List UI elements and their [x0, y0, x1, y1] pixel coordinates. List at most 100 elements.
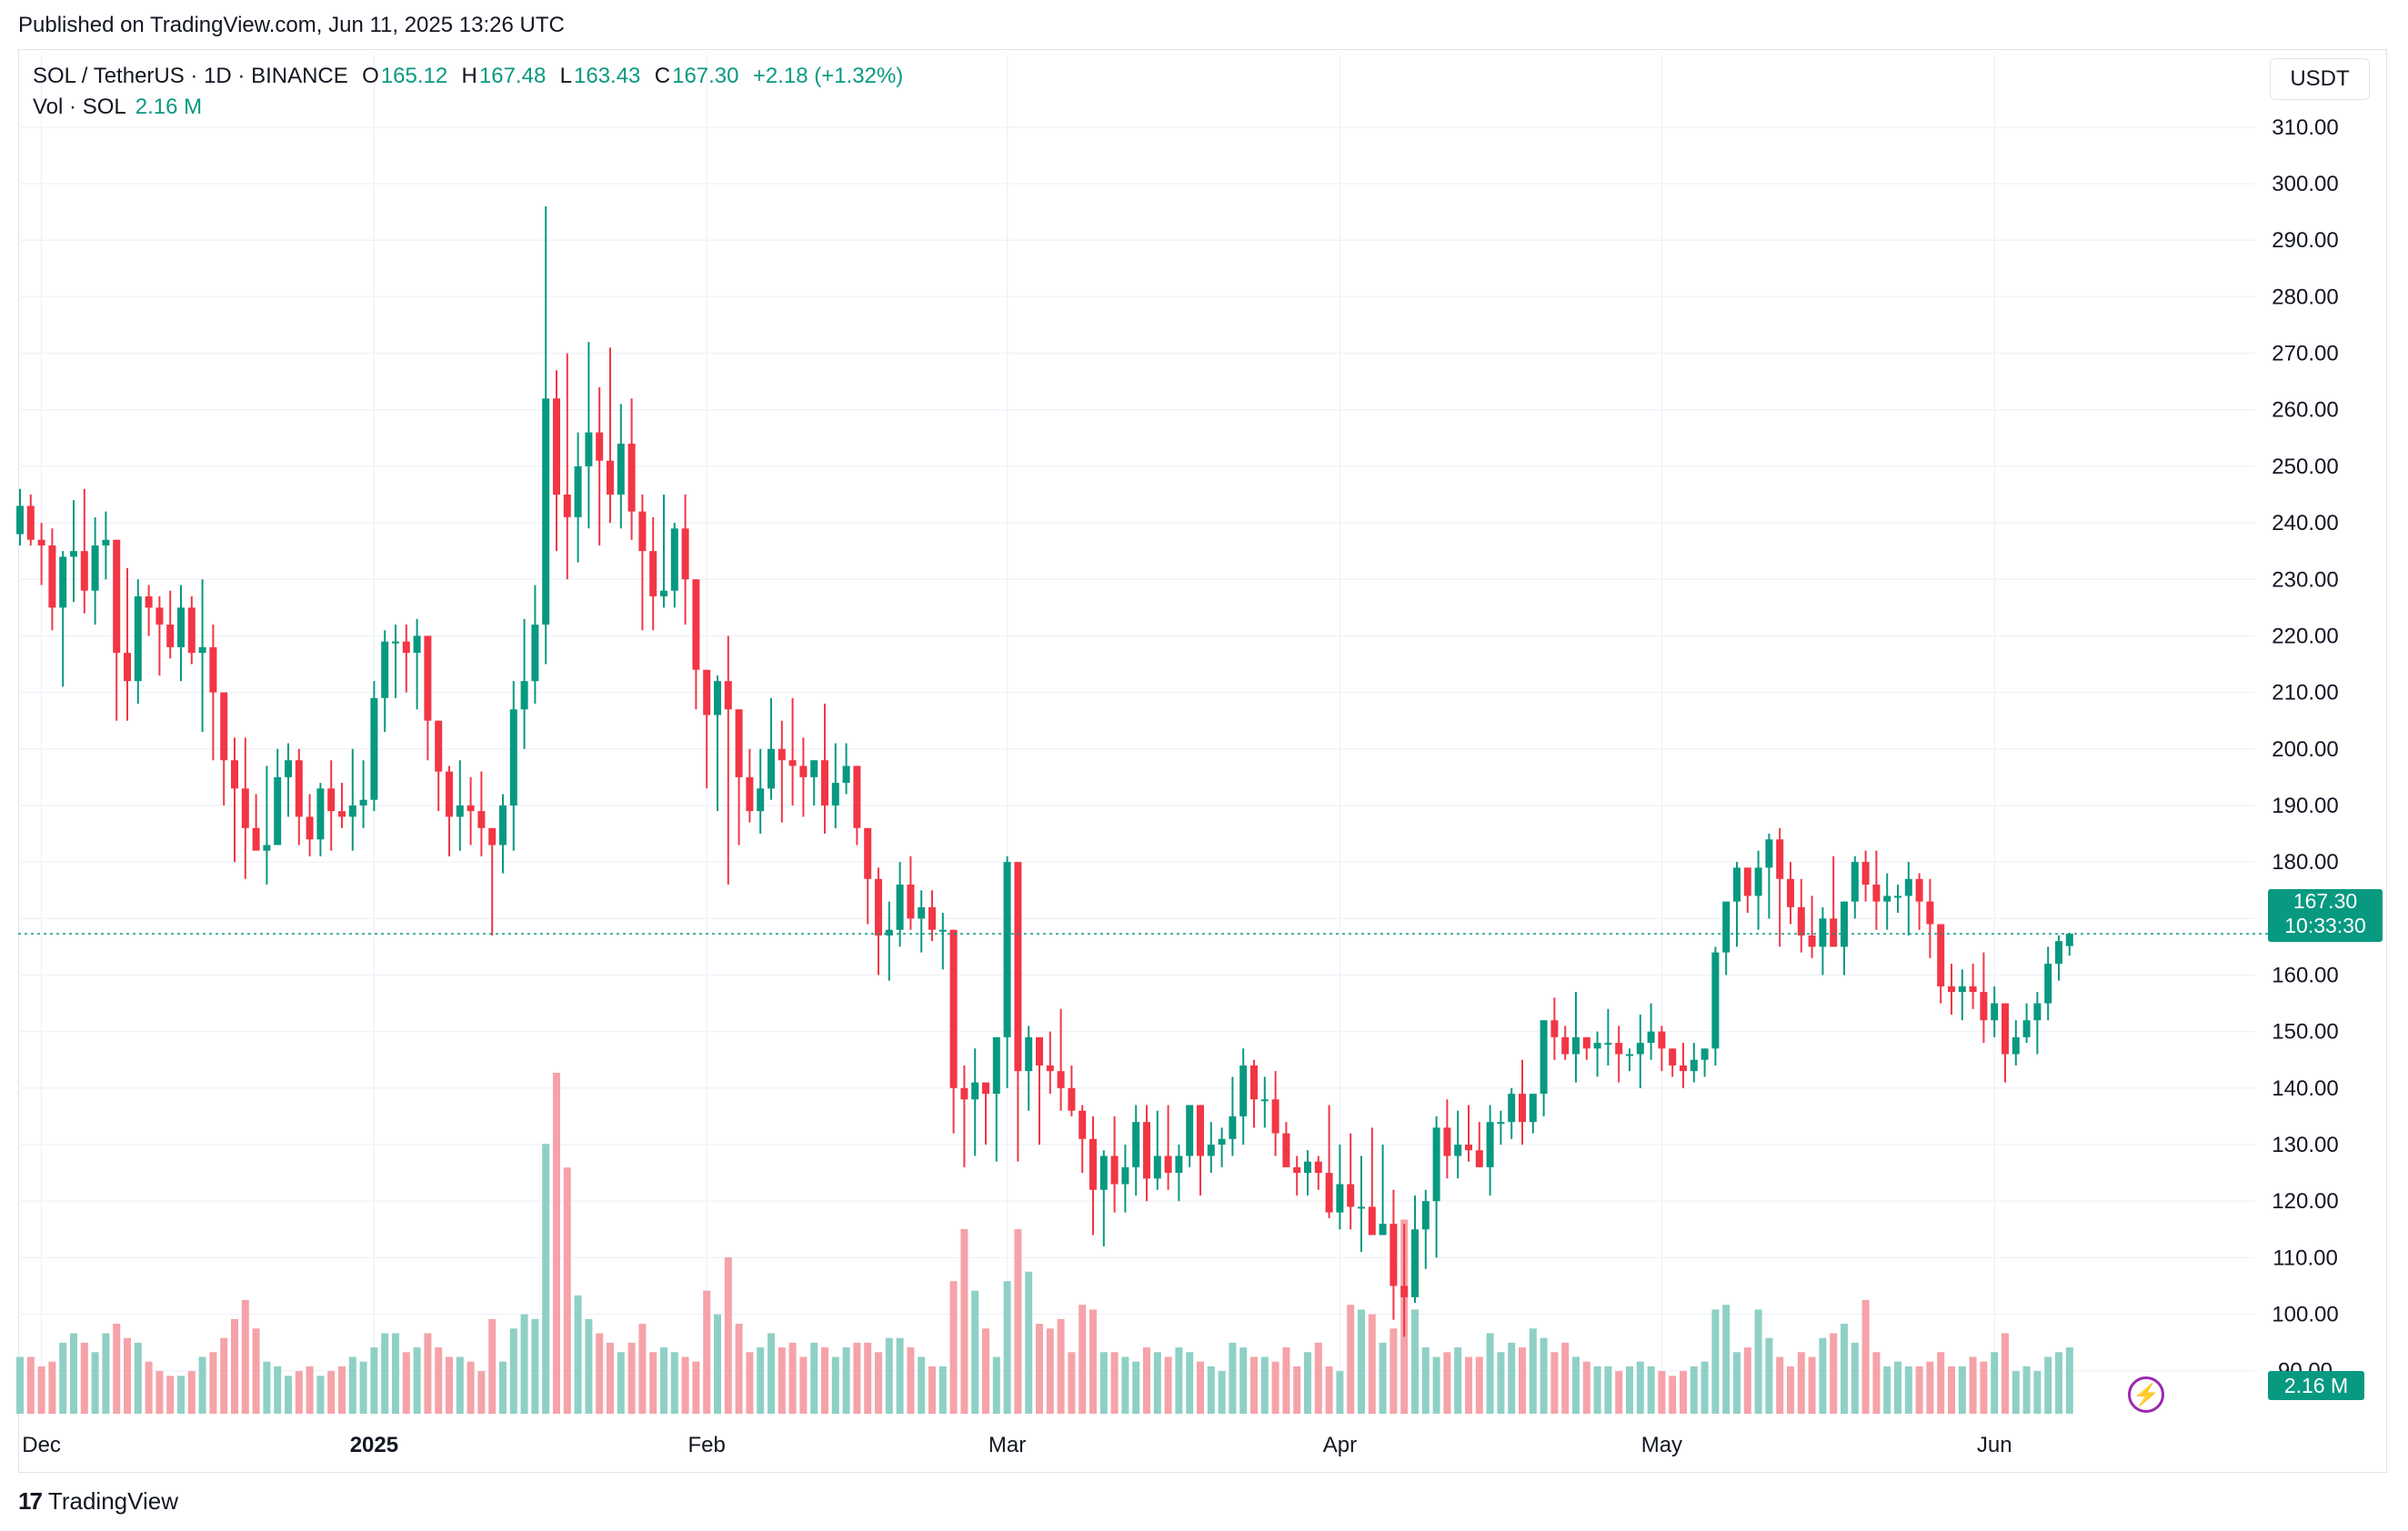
candle — [1186, 1105, 1194, 1167]
candle — [1379, 1145, 1387, 1236]
candle — [1089, 1116, 1097, 1236]
candle-body — [810, 760, 818, 777]
candle-body — [2002, 1003, 2009, 1055]
candle — [1368, 1127, 1376, 1236]
volume-bar — [1787, 1366, 1794, 1414]
candle — [982, 1082, 989, 1145]
candle-body — [1175, 1156, 1183, 1174]
candle — [1701, 1048, 1709, 1077]
volume-bar — [1915, 1366, 1923, 1414]
candle — [413, 618, 421, 710]
candle-body — [1465, 1145, 1472, 1151]
candle — [166, 590, 175, 659]
volume-bar — [670, 1352, 678, 1414]
candle — [778, 720, 786, 823]
footer-brand[interactable]: 17 TradingView — [18, 1487, 178, 1516]
volume-bar — [617, 1352, 625, 1414]
candle — [285, 743, 292, 817]
volume-bar — [177, 1376, 185, 1414]
volume-bar — [1776, 1356, 1784, 1414]
volume-bar — [446, 1356, 453, 1414]
x-tick-label: 2025 — [350, 1433, 398, 1457]
candle — [746, 748, 754, 823]
volume-bar — [1819, 1337, 1827, 1414]
candle — [1079, 1105, 1087, 1174]
candle — [735, 709, 743, 846]
candle — [1765, 834, 1773, 919]
candle — [1250, 1059, 1258, 1128]
candle-body — [209, 646, 217, 693]
candle — [187, 595, 196, 665]
volume-bar — [274, 1366, 282, 1414]
lightning-icon[interactable]: ⚡ — [2128, 1376, 2164, 1413]
volume-bar — [982, 1328, 989, 1414]
candle — [949, 929, 958, 1134]
volume-bar — [102, 1333, 110, 1414]
candle-body — [91, 545, 99, 591]
candle — [327, 760, 336, 851]
footer-brand-name: TradingView — [47, 1487, 178, 1515]
candle-body — [1207, 1145, 1215, 1156]
candle — [938, 913, 947, 970]
candle-body — [531, 625, 539, 682]
currency-button[interactable]: USDT — [2270, 58, 2370, 100]
volume-bar — [746, 1352, 754, 1414]
candle-body — [1722, 901, 1731, 953]
candle — [177, 585, 185, 682]
candle — [1540, 1020, 1548, 1116]
candle — [1787, 862, 1794, 925]
candles — [16, 205, 2073, 1337]
open-value: 165.12 — [380, 64, 448, 88]
candle-body — [1411, 1229, 1419, 1297]
candle — [1647, 1003, 1655, 1060]
published-header: Published on TradingView.com, Jun 11, 20… — [18, 13, 565, 37]
candle — [1808, 896, 1816, 958]
volume-bar — [1540, 1337, 1548, 1414]
candle-body — [1132, 1122, 1140, 1167]
volume-bar — [810, 1342, 818, 1414]
candle-body — [1314, 1161, 1322, 1174]
candle-body — [80, 551, 88, 591]
candle-body — [1508, 1094, 1516, 1123]
candle-body — [26, 505, 35, 540]
candle — [102, 511, 110, 580]
candle-body — [1915, 878, 1923, 902]
volume-bar — [124, 1337, 131, 1414]
volume-bar — [724, 1257, 732, 1414]
symbol-label[interactable]: SOL / TetherUS · 1D · BINANCE — [33, 64, 348, 88]
volume-bar — [1218, 1371, 1226, 1414]
candle-body — [757, 788, 765, 812]
volume-bar — [285, 1376, 292, 1414]
candle-body — [864, 827, 872, 879]
candle-body — [1519, 1094, 1526, 1123]
candle-body — [896, 885, 904, 930]
candle-body — [542, 398, 550, 625]
volume-legend-label[interactable]: Vol · SOL — [33, 95, 126, 119]
volume-bar — [509, 1328, 517, 1414]
y-tick-label: 130.00 — [2272, 1133, 2338, 1157]
volume-bar — [1271, 1361, 1279, 1414]
volume-bar — [1508, 1342, 1516, 1414]
candle-body — [1626, 1054, 1633, 1056]
candle-body — [1197, 1105, 1204, 1156]
volume-bar — [348, 1356, 356, 1414]
volume-bar — [799, 1356, 808, 1414]
volume-bar — [627, 1342, 636, 1414]
candle — [875, 867, 882, 976]
candle — [1175, 1145, 1183, 1202]
volume-bar — [907, 1347, 915, 1414]
candle-body — [359, 799, 367, 806]
volume-bar — [563, 1167, 571, 1414]
candle-body — [488, 827, 497, 846]
volume-bar — [402, 1352, 410, 1414]
volume-bar — [156, 1371, 164, 1414]
candle-body — [724, 681, 732, 710]
candle-body — [638, 511, 647, 552]
candle-body — [1358, 1206, 1365, 1209]
candle — [1626, 1048, 1633, 1072]
volume-bar — [1615, 1371, 1623, 1414]
volume-bar — [1561, 1342, 1570, 1414]
volume-bar — [134, 1342, 142, 1414]
candle — [1861, 850, 1870, 902]
